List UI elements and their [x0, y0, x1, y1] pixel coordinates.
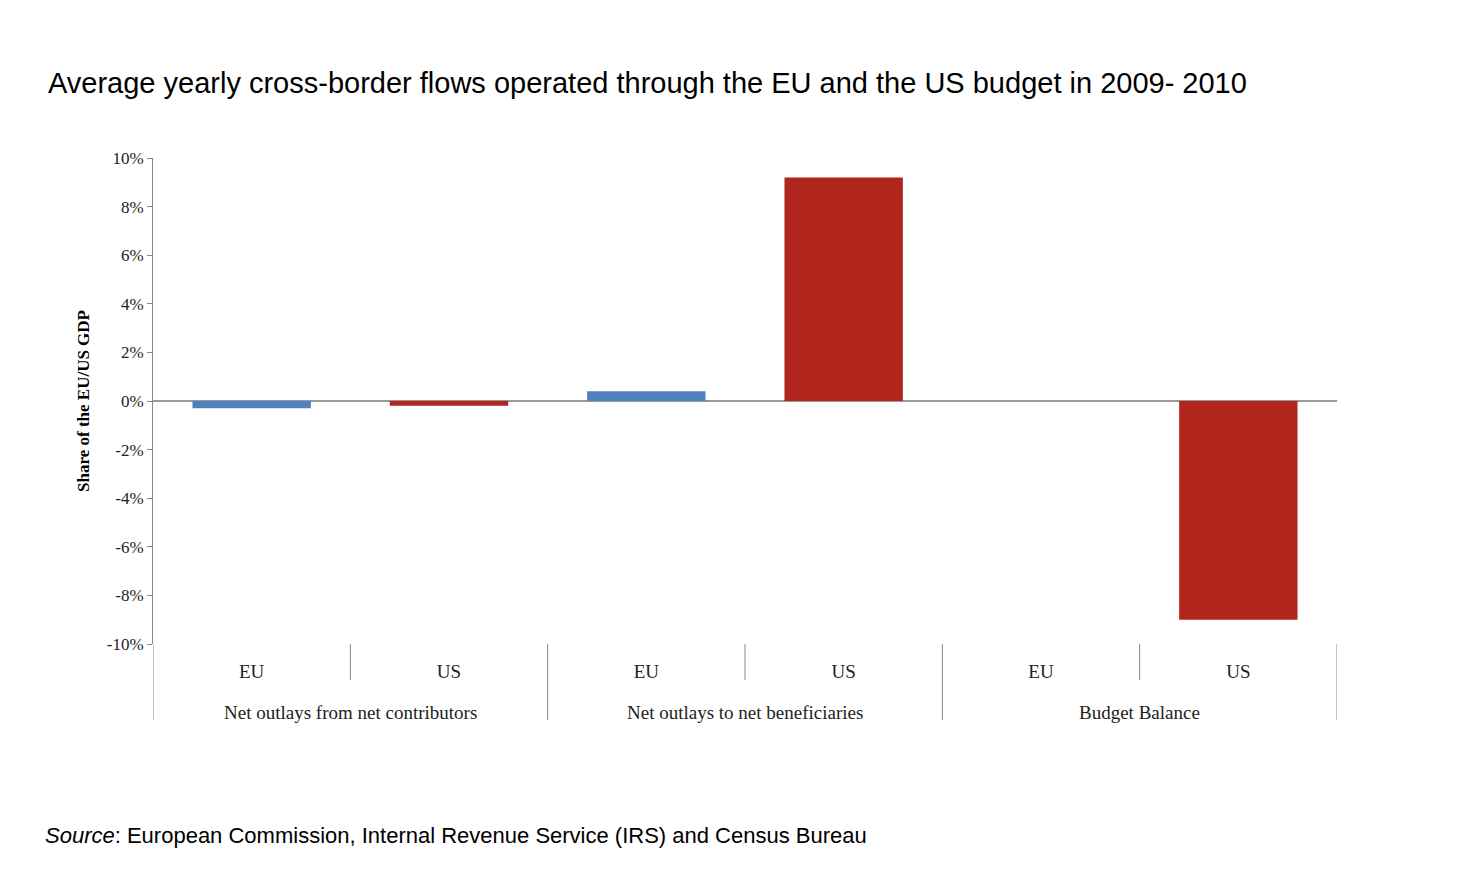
svg-text:4%: 4%: [121, 295, 144, 314]
svg-text:Average yearly cross-border fl: Average yearly cross-border flows operat…: [48, 67, 1247, 99]
svg-text:6%: 6%: [121, 246, 144, 265]
svg-text:-8%: -8%: [115, 586, 143, 605]
svg-text:-2%: -2%: [115, 441, 143, 460]
svg-text:EU: EU: [634, 661, 660, 682]
svg-text:0%: 0%: [121, 392, 144, 411]
svg-text:-4%: -4%: [115, 489, 143, 508]
svg-text:10%: 10%: [112, 149, 143, 168]
svg-text:Net outlays from net contribut: Net outlays from net contributors: [224, 702, 477, 723]
svg-text:8%: 8%: [121, 198, 144, 217]
svg-text:Net outlays to net beneficiari: Net outlays to net beneficiaries: [627, 702, 863, 723]
svg-text:US: US: [832, 661, 856, 682]
svg-text:-6%: -6%: [115, 538, 143, 557]
svg-text:Share of the EU/US GDP: Share of the EU/US GDP: [74, 310, 93, 492]
svg-text:EU: EU: [239, 661, 265, 682]
svg-text:EU: EU: [1028, 661, 1054, 682]
svg-text:2%: 2%: [121, 343, 144, 362]
svg-text:US: US: [1226, 661, 1250, 682]
svg-text:-10%: -10%: [107, 635, 144, 654]
svg-text:Source: European Commission, I: Source: European Commission, Internal Re…: [45, 823, 867, 848]
svg-text:Budget Balance: Budget Balance: [1079, 702, 1200, 723]
svg-text:US: US: [437, 661, 461, 682]
